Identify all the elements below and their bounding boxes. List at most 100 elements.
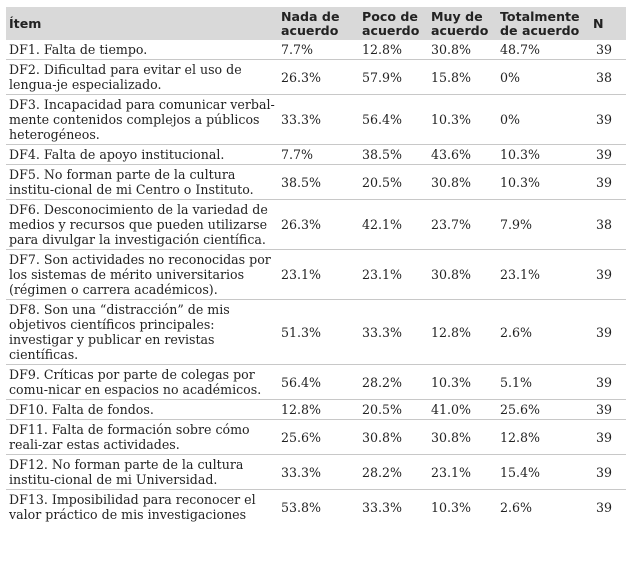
- header-nada: Nada de acuerdo: [278, 7, 359, 40]
- row-n-value: 38: [596, 217, 613, 232]
- table-row: DF8. Son una “distracción” de mis objeti…: [6, 300, 626, 365]
- row-poco-value: 30.8%: [362, 429, 403, 445]
- row-totalmente-value: 23.1%: [500, 267, 541, 282]
- row-item-text: DF4. Falta de apoyo institucional.: [9, 147, 225, 162]
- row-poco-value: 28.2%: [362, 464, 403, 480]
- row-totalmente-value: 10.3%: [500, 147, 541, 162]
- row-totalmente-value: 10.3%: [500, 174, 541, 190]
- row-poco-value: 23.1%: [362, 267, 403, 282]
- row-poco-value: 33.3%: [362, 499, 403, 515]
- row-n-value: 39: [596, 374, 613, 390]
- row-totalmente-value: 25.6%: [500, 402, 541, 417]
- table-row: DF7. Son actividades no reconocidas por …: [6, 250, 626, 300]
- row-totalmente-value: 0%: [500, 112, 520, 127]
- row-item-text: DF7. Son actividades no reconocidas por …: [9, 252, 271, 297]
- row-poco-value: 20.5%: [362, 402, 403, 417]
- row-n-value: 39: [596, 402, 613, 417]
- row-nada-value: 33.3%: [281, 464, 322, 480]
- row-nada-value: 38.5%: [281, 174, 322, 190]
- table-row: DF5. No forman parte de la cultura insti…: [6, 165, 626, 200]
- row-totalmente-value: 12.8%: [500, 429, 541, 445]
- row-poco-value: 57.9%: [362, 69, 403, 85]
- row-n-value: 39: [596, 147, 613, 162]
- row-muy-value: 23.1%: [431, 464, 472, 480]
- row-nada-value: 26.3%: [281, 69, 322, 85]
- row-n-value: 39: [596, 324, 613, 340]
- table-row: DF4. Falta de apoyo institucional. 7.7% 38…: [6, 145, 626, 165]
- row-muy-value: 30.8%: [431, 174, 472, 190]
- row-totalmente-value: 15.4%: [500, 464, 541, 480]
- table-row: DF13. Imposibilidad para reconocer el va…: [6, 490, 626, 525]
- row-item-text: DF9. Críticas por parte de colegas por c…: [9, 367, 262, 397]
- header-row: Ítem Nada de acuerdo Poco de acuerdo Muy…: [6, 7, 626, 40]
- row-n-value: 39: [596, 429, 613, 445]
- row-item-text: DF12. No forman parte de la cultura inst…: [9, 457, 244, 487]
- row-muy-value: 10.3%: [431, 374, 472, 390]
- row-item-text: DF13. Imposibilidad para reconocer el va…: [9, 492, 256, 522]
- table-row: DF9. Críticas por parte de colegas por c…: [6, 365, 626, 400]
- row-item-text: DF11. Falta de formación sobre cómo real…: [9, 422, 250, 452]
- row-nada-value: 53.8%: [281, 499, 322, 515]
- row-muy-value: 15.8%: [431, 69, 472, 85]
- row-n-value: 38: [596, 69, 613, 85]
- header-totalmente: Totalmente de acuerdo: [497, 7, 590, 40]
- row-nada-value: 25.6%: [281, 429, 322, 445]
- row-muy-value: 10.3%: [431, 112, 472, 127]
- row-muy-value: 30.8%: [431, 429, 472, 445]
- row-muy-value: 12.8%: [431, 324, 472, 340]
- table-row: DF6. Desconocimiento de la variedad de m…: [6, 200, 626, 250]
- row-muy-value: 23.7%: [431, 217, 472, 232]
- header-item: Ítem: [6, 7, 278, 40]
- row-totalmente-value: 2.6%: [500, 499, 532, 515]
- survey-table-container: Ítem Nada de acuerdo Poco de acuerdo Muy…: [6, 7, 626, 524]
- row-n-value: 39: [596, 267, 613, 282]
- row-poco-value: 28.2%: [362, 374, 403, 390]
- row-muy-value: 30.8%: [431, 42, 472, 57]
- row-muy-value: 30.8%: [431, 267, 472, 282]
- row-muy-value: 43.6%: [431, 147, 472, 162]
- row-poco-value: 20.5%: [362, 174, 403, 190]
- row-nada-value: 12.8%: [281, 402, 322, 417]
- table-row: DF2. Dificultad para evitar el uso de le…: [6, 60, 626, 95]
- row-item-text: DF5. No forman parte de la cultura insti…: [9, 167, 254, 197]
- header-poco: Poco de acuerdo: [359, 7, 428, 40]
- row-nada-value: 7.7%: [281, 147, 313, 162]
- table-row: DF12. No forman parte de la cultura inst…: [6, 455, 626, 490]
- row-n-value: 39: [596, 499, 613, 515]
- row-poco-value: 56.4%: [362, 112, 403, 127]
- row-nada-value: 26.3%: [281, 217, 322, 232]
- row-item-text: DF6. Desconocimiento de la variedad de m…: [9, 202, 268, 247]
- row-item-text: DF1. Falta de tiempo.: [9, 42, 148, 57]
- table-row: DF3. Incapacidad para comunicar verbal-m…: [6, 95, 626, 145]
- row-nada-value: 23.1%: [281, 267, 322, 282]
- header-muy: Muy de acuerdo: [428, 7, 497, 40]
- table-row: DF10. Falta de fondos. 12.8% 20.5% 41.0% 25.…: [6, 400, 626, 420]
- row-n-value: 39: [596, 174, 613, 190]
- table-body: DF1. Falta de tiempo. 7.7% 12.8% 30.8% 48.7%…: [6, 40, 626, 524]
- row-nada-value: 51.3%: [281, 324, 322, 340]
- row-item-text: DF2. Dificultad para evitar el uso de le…: [9, 62, 242, 92]
- row-totalmente-value: 48.7%: [500, 42, 541, 57]
- row-muy-value: 41.0%: [431, 402, 472, 417]
- row-poco-value: 33.3%: [362, 324, 403, 340]
- row-nada-value: 33.3%: [281, 112, 322, 127]
- row-poco-value: 42.1%: [362, 217, 403, 232]
- row-poco-value: 38.5%: [362, 147, 403, 162]
- table-row: DF1. Falta de tiempo. 7.7% 12.8% 30.8% 48.7%…: [6, 40, 626, 60]
- survey-table: Ítem Nada de acuerdo Poco de acuerdo Muy…: [6, 7, 626, 524]
- row-n-value: 39: [596, 464, 613, 480]
- row-muy-value: 10.3%: [431, 499, 472, 515]
- row-n-value: 39: [596, 42, 613, 57]
- row-item-text: DF8. Son una “distracción” de mis objeti…: [9, 302, 230, 362]
- row-nada-value: 56.4%: [281, 374, 322, 390]
- row-n-value: 39: [596, 112, 613, 127]
- row-item-text: DF3. Incapacidad para comunicar verbal-m…: [9, 97, 275, 142]
- table-header: Ítem Nada de acuerdo Poco de acuerdo Muy…: [6, 7, 626, 40]
- row-poco-value: 12.8%: [362, 42, 403, 57]
- row-item-text: DF10. Falta de fondos.: [9, 402, 154, 417]
- row-totalmente-value: 5.1%: [500, 374, 532, 390]
- row-totalmente-value: 7.9%: [500, 217, 532, 232]
- table-row: DF11. Falta de formación sobre cómo real…: [6, 420, 626, 455]
- header-n: N: [590, 7, 626, 40]
- row-totalmente-value: 2.6%: [500, 324, 532, 340]
